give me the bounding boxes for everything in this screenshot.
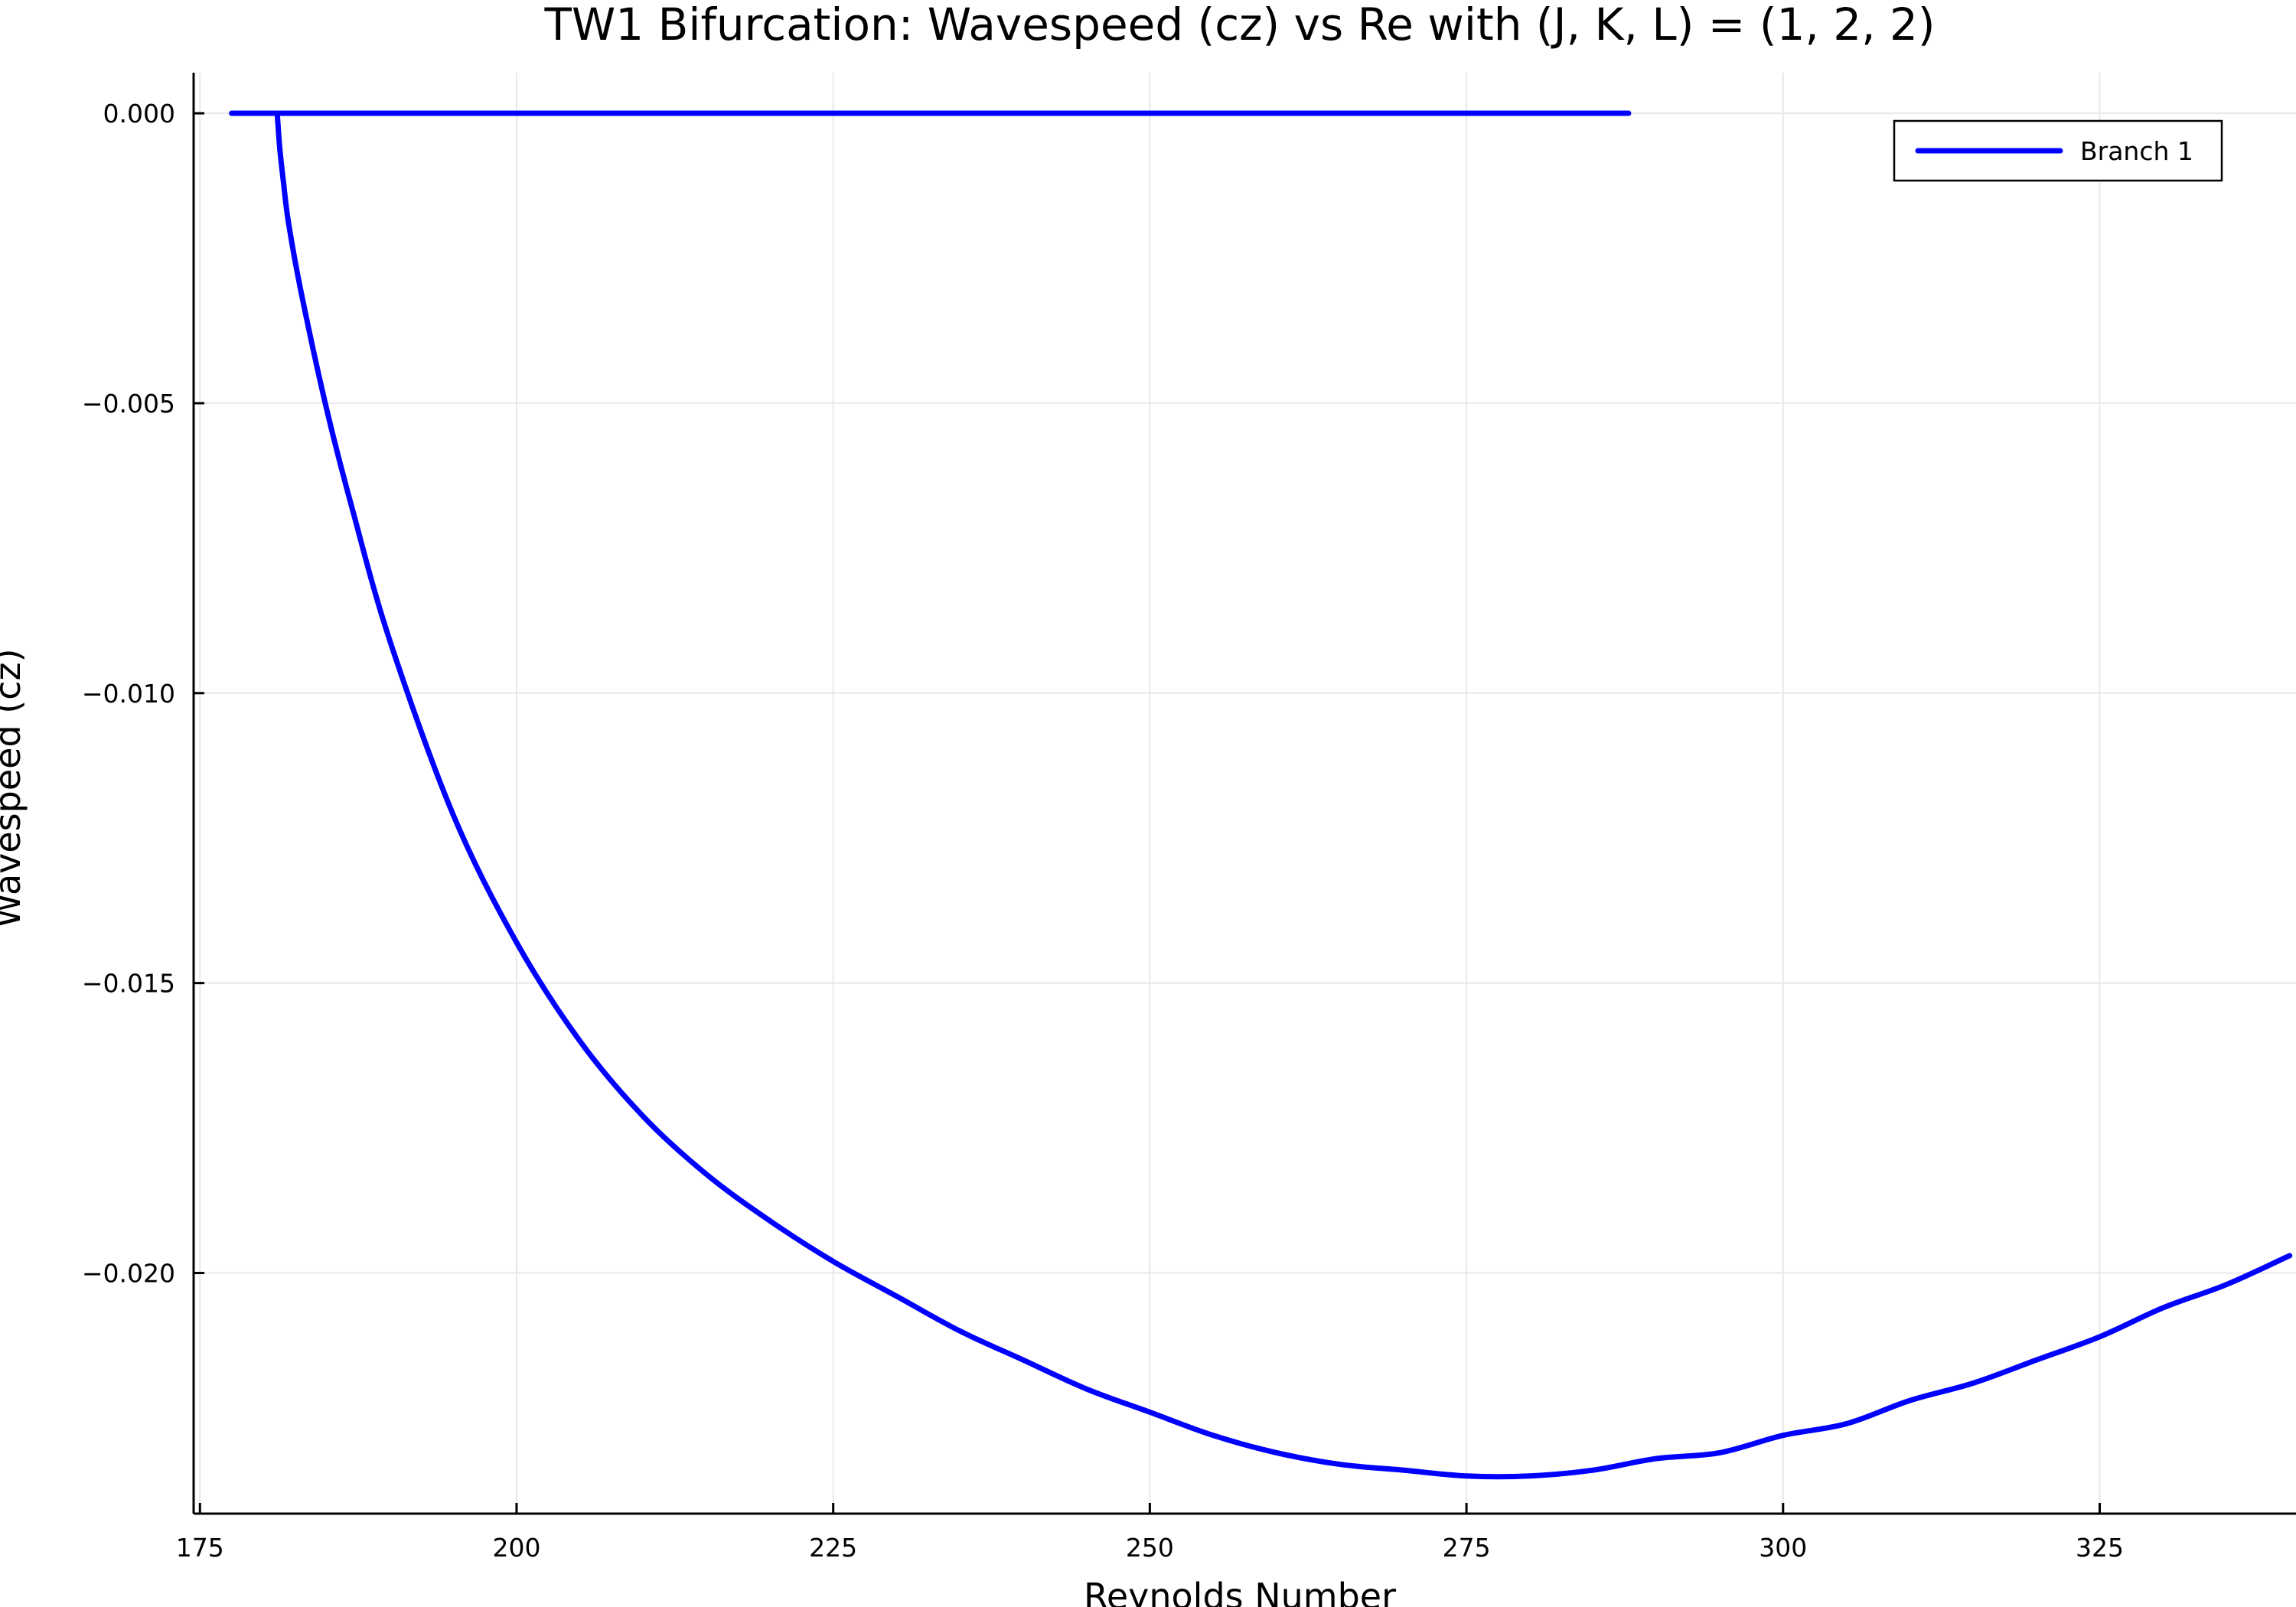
series-line-branch-1-segment-2 <box>274 110 2293 1480</box>
y-axis-ticks: 0.000 −0.005 −0.010 −0.015 −0.020 <box>82 99 204 1289</box>
y-tick-label: −0.005 <box>82 389 175 419</box>
legend-entry-branch-1: Branch 1 <box>2080 136 2193 166</box>
series-layer <box>229 110 2293 1480</box>
x-tick-label: 175 <box>176 1533 224 1563</box>
x-tick-label: 250 <box>1126 1533 1174 1563</box>
x-tick-label: 275 <box>1443 1533 1491 1563</box>
x-tick-label: 325 <box>2076 1533 2124 1563</box>
y-tick-label: −0.015 <box>82 969 175 999</box>
y-axis-label: Wavespeed (cz) <box>0 648 28 927</box>
chart-title: TW1 Bifurcation: Wavespeed (cz) vs Re wi… <box>543 0 1935 51</box>
x-axis-ticks: 175 200 225 250 275 300 325 <box>176 1503 2124 1563</box>
legend: Branch 1 <box>1893 119 2223 182</box>
y-tick-label: 0.000 <box>103 99 175 129</box>
x-tick-label: 225 <box>809 1533 857 1563</box>
y-tick-label: −0.010 <box>82 679 175 709</box>
x-tick-label: 200 <box>492 1533 540 1563</box>
x-axis-label: Reynolds Number <box>1084 1576 1396 1607</box>
x-tick-label: 300 <box>1759 1533 1807 1563</box>
grid <box>194 73 2296 1514</box>
y-tick-label: −0.020 <box>82 1259 175 1289</box>
